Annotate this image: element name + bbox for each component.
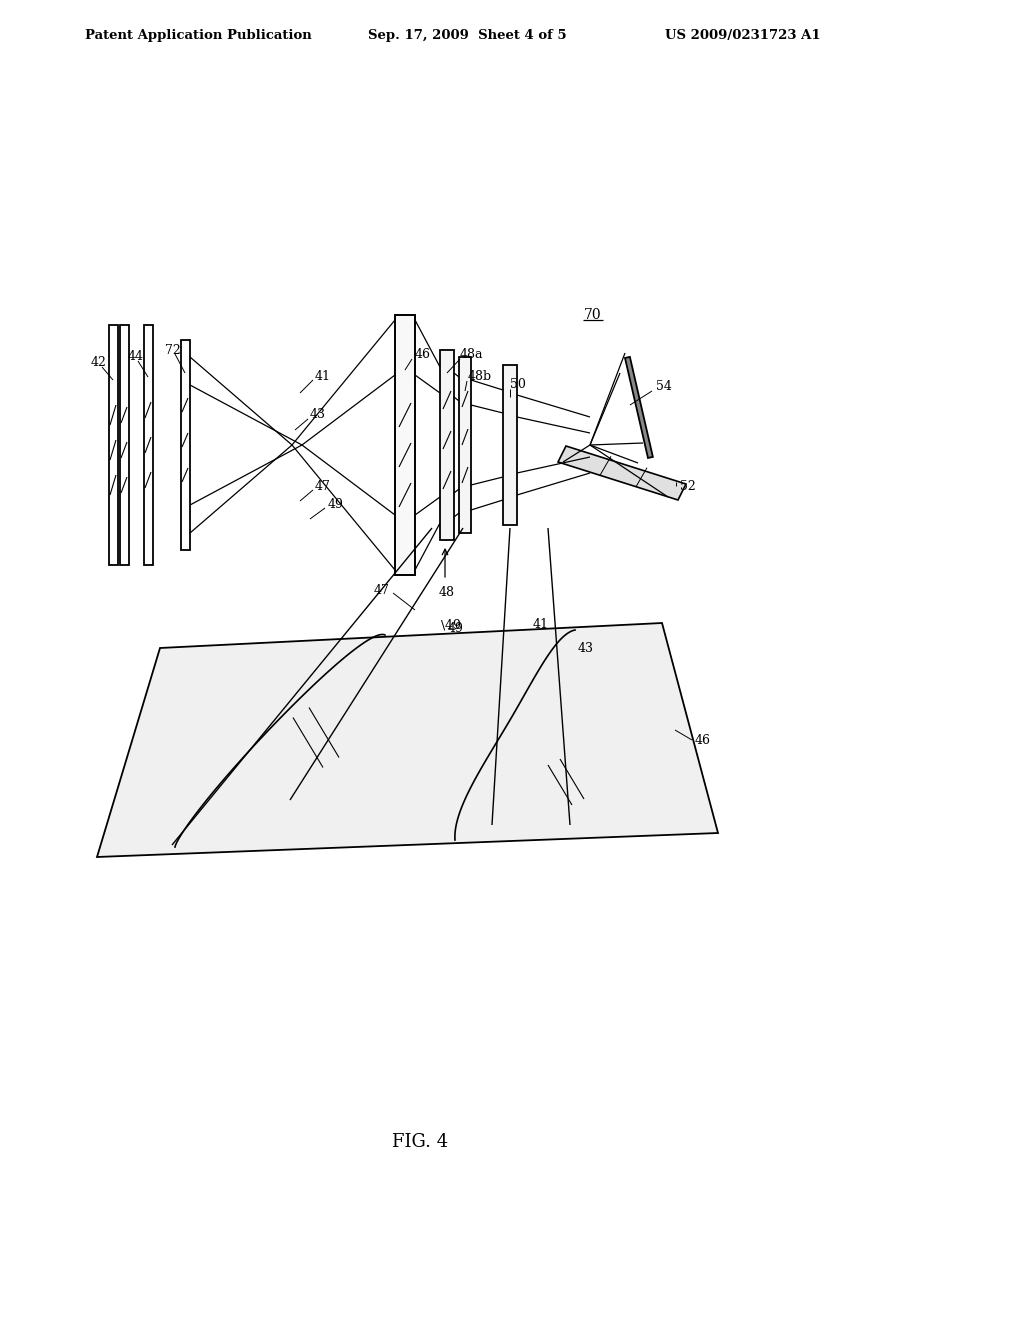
Text: 48: 48	[439, 586, 455, 598]
Text: 47: 47	[315, 480, 331, 494]
Polygon shape	[625, 356, 653, 458]
Text: 48a: 48a	[460, 348, 483, 362]
Text: 46: 46	[415, 348, 431, 362]
Text: 49: 49	[449, 622, 464, 635]
Text: 44: 44	[128, 351, 144, 363]
Bar	[120, 325, 128, 565]
Text: 48b: 48b	[468, 371, 493, 384]
Text: 49: 49	[328, 499, 344, 511]
Bar	[143, 325, 153, 565]
Text: 50: 50	[510, 379, 526, 392]
Text: 43: 43	[310, 408, 326, 421]
Bar	[395, 315, 415, 576]
Text: 41: 41	[315, 371, 331, 384]
Text: Sep. 17, 2009  Sheet 4 of 5: Sep. 17, 2009 Sheet 4 of 5	[368, 29, 566, 41]
Text: 72: 72	[165, 343, 181, 356]
Text: 52: 52	[680, 479, 695, 492]
Text: $\backslash$49: $\backslash$49	[440, 618, 461, 632]
Text: FIG. 4: FIG. 4	[392, 1133, 449, 1151]
Bar	[440, 350, 454, 540]
Text: 46: 46	[695, 734, 711, 747]
Text: 43: 43	[578, 642, 594, 655]
Polygon shape	[97, 623, 718, 857]
Bar	[459, 356, 471, 533]
Text: US 2009/0231723 A1: US 2009/0231723 A1	[665, 29, 820, 41]
Text: 42: 42	[91, 356, 106, 370]
Text: 70: 70	[584, 308, 602, 322]
Text: 47: 47	[374, 583, 390, 597]
Bar	[180, 341, 189, 550]
Text: Patent Application Publication: Patent Application Publication	[85, 29, 311, 41]
Text: 54: 54	[656, 380, 672, 393]
Text: 41: 41	[534, 619, 549, 631]
Bar	[503, 366, 517, 525]
Polygon shape	[558, 446, 686, 500]
Bar	[109, 325, 118, 565]
